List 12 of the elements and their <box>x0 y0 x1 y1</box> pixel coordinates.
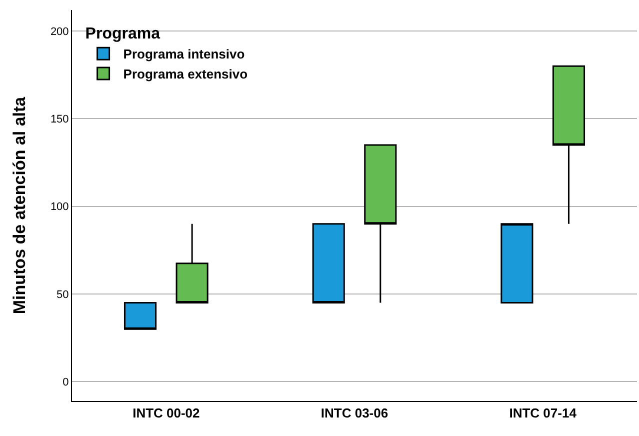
x-tick-label: INTC 03-06 <box>320 406 388 421</box>
x-tick-label: INTC 07-14 <box>509 406 578 421</box>
legend-title: Programa <box>85 26 160 43</box>
y-tick-label: 50 <box>56 288 69 301</box>
legend-label: Programa extensivo <box>123 66 248 82</box>
y-tick-label: 0 <box>62 376 69 389</box>
y-tick-label: 200 <box>50 26 69 38</box>
y-tick-label: 150 <box>50 114 69 126</box>
legend-label: Programa intensivo <box>123 46 245 62</box>
y-axis-title: Minutos de atención al alta <box>10 96 29 314</box>
x-tick-label: INTC 00-02 <box>132 406 200 421</box>
y-tick-label: 100 <box>50 201 69 214</box>
